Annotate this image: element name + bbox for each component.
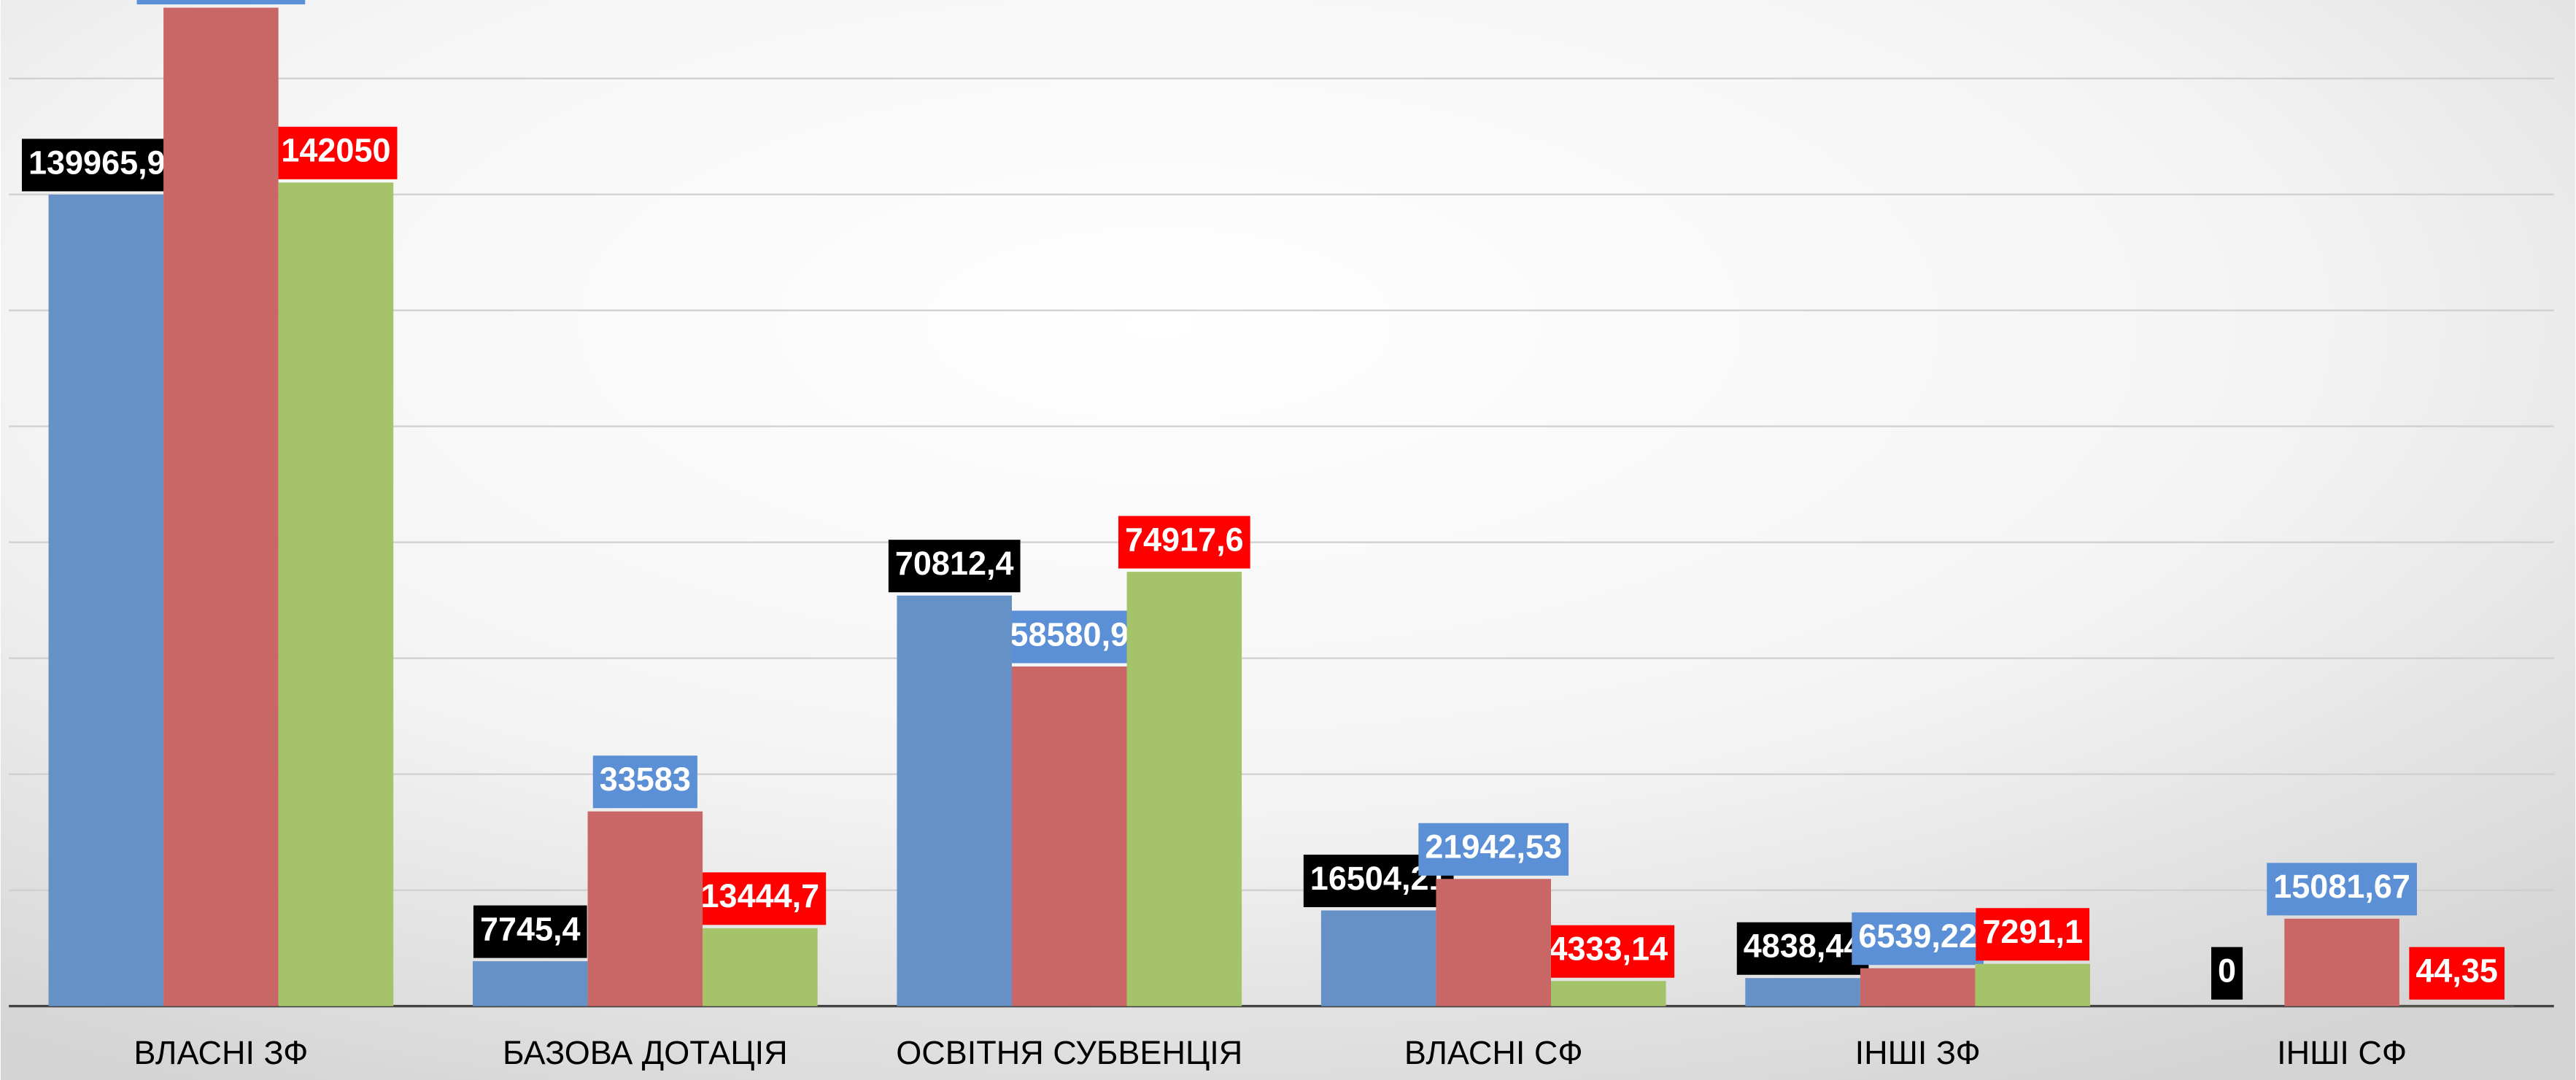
value-label-text: 13444,7	[701, 877, 820, 914]
value-label-text: 21942,53	[1425, 828, 1562, 866]
value-label-box	[1003, 610, 1136, 664]
value-label: 13444,7	[694, 872, 827, 925]
value-label-text: 4333,14	[1549, 931, 1668, 968]
value-label-text: 139965,93	[28, 144, 184, 181]
bar	[163, 7, 279, 1006]
x-tick-label: ОСВІТНЯ СУБВЕНЦІЯ	[896, 1034, 1242, 1071]
bar	[472, 961, 588, 1006]
value-label: 70812,4	[888, 540, 1021, 593]
bar	[1320, 910, 1436, 1006]
value-label-box	[2267, 863, 2417, 916]
value-label-box	[274, 126, 398, 179]
value-label: 4333,14	[1542, 925, 1675, 978]
value-label-box	[1976, 908, 2090, 961]
data-labels: 139965,937745,470812,416504,214838,44017…	[21, 0, 2505, 1000]
value-label-box	[1418, 823, 1569, 876]
value-label-text: 7291,1	[1982, 913, 2083, 950]
value-label: 21942,53	[1418, 823, 1569, 876]
bar	[1745, 978, 1860, 1006]
bar	[1011, 666, 1127, 1006]
value-label-box	[694, 872, 827, 925]
value-label-text: 4838,44	[1744, 928, 1863, 965]
value-label: 4838,44	[1736, 922, 1869, 975]
value-label: 172206,92	[136, 0, 306, 5]
value-label-box	[1118, 516, 1250, 569]
bar	[1975, 963, 2090, 1006]
bar	[48, 194, 164, 1006]
bar	[1860, 968, 1976, 1006]
bar	[703, 928, 818, 1006]
x-tick-label: ВЛАСНІ СФ	[1404, 1034, 1583, 1071]
value-label-box	[1736, 922, 1869, 975]
value-label-text: 7745,4	[480, 911, 581, 948]
value-label: 74917,6	[1118, 516, 1250, 569]
value-label-text: 70812,4	[895, 545, 1014, 582]
bar	[2284, 918, 2399, 1006]
x-tick-label: ІНШІ СФ	[2277, 1034, 2407, 1071]
value-label-text: 33583	[600, 761, 691, 798]
x-tick-label: ВЛАСНІ ЗФ	[134, 1034, 308, 1071]
value-label: 44,35	[2409, 947, 2505, 1000]
x-tick-label: ІНШІ ЗФ	[1855, 1034, 1981, 1071]
value-label-text: 0	[2218, 952, 2236, 990]
value-label-text: 15081,67	[2273, 868, 2410, 905]
value-label-box	[2211, 947, 2243, 1000]
bar	[1550, 981, 1666, 1006]
value-label: 7291,1	[1976, 908, 2090, 961]
value-label-box	[1852, 912, 1984, 966]
value-label-box	[1542, 925, 1675, 978]
value-label-box	[888, 540, 1021, 593]
value-label-text: 44,35	[2416, 952, 2498, 990]
bar	[587, 811, 703, 1006]
bar	[897, 595, 1012, 1006]
value-label-text: 58580,9	[1010, 615, 1129, 653]
value-label-box	[2409, 947, 2505, 1000]
value-label-box	[136, 0, 306, 5]
value-label: 58580,9	[1003, 610, 1136, 664]
value-label: 0	[2211, 947, 2243, 1000]
value-label: 33583	[592, 755, 697, 809]
value-label-box	[592, 755, 697, 809]
value-label-text: 74917,6	[1125, 521, 1244, 558]
bar	[1126, 572, 1242, 1006]
bar	[278, 182, 394, 1006]
value-label-text: 6539,22	[1858, 917, 1977, 955]
value-label: 139965,93	[21, 139, 190, 192]
value-label: 15081,67	[2267, 863, 2417, 916]
value-label: 142050	[274, 126, 398, 179]
value-label-box	[473, 905, 587, 958]
value-label-box	[21, 139, 190, 192]
x-tick-label: БАЗОВА ДОТАЦІЯ	[503, 1034, 788, 1071]
value-label-text: 142050	[281, 132, 390, 169]
value-label: 6539,22	[1852, 912, 1984, 966]
bar	[1436, 879, 1551, 1006]
value-label: 7745,4	[473, 905, 587, 958]
